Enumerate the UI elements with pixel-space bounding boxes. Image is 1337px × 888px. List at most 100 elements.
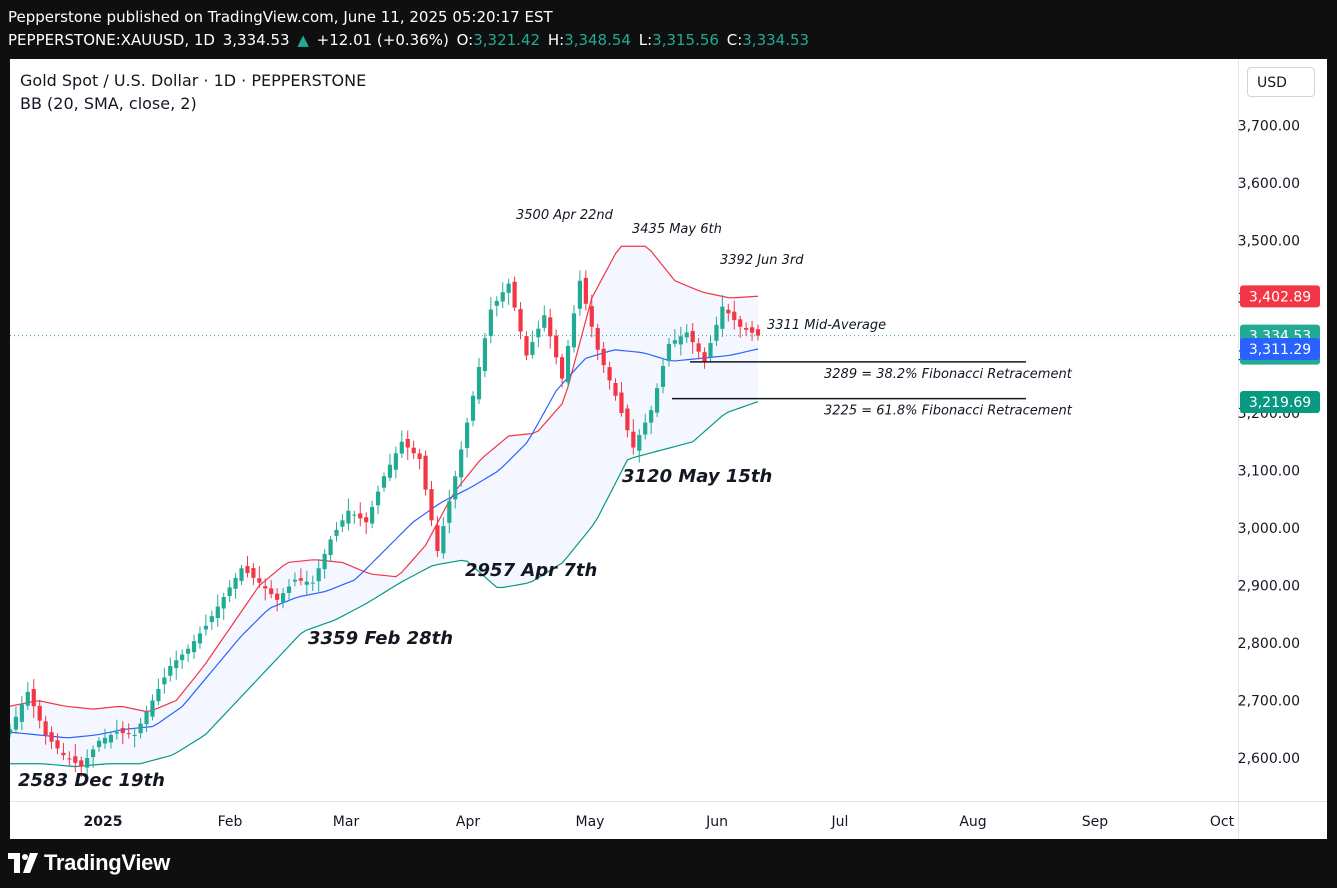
candle[interactable] xyxy=(512,276,517,312)
candle[interactable] xyxy=(435,516,440,557)
chart-annotation[interactable]: 3500 Apr 22nd xyxy=(516,208,614,223)
candle[interactable] xyxy=(613,378,618,401)
candle[interactable] xyxy=(25,681,30,711)
candle[interactable] xyxy=(370,500,375,529)
chart-area[interactable]: 2,600.00 2,700.00 2,800.00 2,900.00 3,000.00… xyxy=(10,59,1327,839)
candle[interactable] xyxy=(55,733,60,755)
candle[interactable] xyxy=(257,566,262,588)
candle[interactable] xyxy=(79,756,84,778)
candle[interactable] xyxy=(251,563,256,586)
candle[interactable] xyxy=(643,413,648,440)
candle[interactable] xyxy=(482,332,488,378)
chart-annotation[interactable]: 3435 May 6th xyxy=(632,222,722,237)
candle[interactable] xyxy=(358,502,363,527)
candle[interactable] xyxy=(749,320,755,341)
candle[interactable] xyxy=(174,650,179,680)
candle[interactable] xyxy=(678,326,683,356)
candle[interactable] xyxy=(340,513,345,533)
candle[interactable] xyxy=(607,361,612,390)
candle[interactable] xyxy=(13,706,19,734)
candle[interactable] xyxy=(399,430,404,458)
candle[interactable] xyxy=(542,305,547,332)
chart-annotation[interactable]: 3311 Mid-Average xyxy=(767,318,886,333)
candle[interactable] xyxy=(221,592,226,620)
candle[interactable] xyxy=(506,278,511,305)
candle[interactable] xyxy=(577,270,583,316)
candle[interactable] xyxy=(197,626,203,649)
candle[interactable] xyxy=(292,572,298,587)
candle[interactable] xyxy=(346,498,351,531)
candle[interactable] xyxy=(387,453,393,482)
candle[interactable] xyxy=(571,304,577,353)
candle[interactable] xyxy=(304,570,309,596)
candle[interactable] xyxy=(381,472,387,492)
candle[interactable] xyxy=(536,320,541,348)
plot-area[interactable] xyxy=(10,59,1238,801)
candle[interactable] xyxy=(328,535,333,562)
candle[interactable] xyxy=(180,649,185,669)
currency-button[interactable]: USD xyxy=(1247,67,1315,97)
candle[interactable] xyxy=(67,751,72,766)
candle[interactable] xyxy=(714,316,719,346)
candle[interactable] xyxy=(524,331,529,361)
candle[interactable] xyxy=(227,580,232,603)
price-tag[interactable]: 3,402.89 xyxy=(1240,285,1320,308)
candle[interactable] xyxy=(654,383,660,418)
candle[interactable] xyxy=(245,555,250,578)
candle[interactable] xyxy=(423,450,428,496)
candle[interactable] xyxy=(43,715,48,745)
candle[interactable] xyxy=(494,296,499,317)
candle[interactable] xyxy=(518,302,523,340)
candle[interactable] xyxy=(334,522,339,542)
tradingview-logo[interactable]: TradingView xyxy=(8,850,170,876)
candle[interactable] xyxy=(470,391,476,427)
chart-annotation[interactable]: 2583 Dec 19th xyxy=(18,770,165,791)
candle[interactable] xyxy=(589,294,594,338)
candle[interactable] xyxy=(203,614,209,636)
candle[interactable] xyxy=(150,694,155,721)
candle[interactable] xyxy=(649,405,654,435)
candle[interactable] xyxy=(144,705,149,733)
candle[interactable] xyxy=(660,357,666,394)
candle[interactable] xyxy=(138,718,143,739)
candle[interactable] xyxy=(156,678,161,706)
price-chart[interactable]: 2,600.00 2,700.00 2,800.00 2,900.00 3,000.00… xyxy=(10,59,1327,839)
candle[interactable] xyxy=(465,417,470,458)
candle[interactable] xyxy=(583,270,588,311)
candle[interactable] xyxy=(548,308,553,349)
candle[interactable] xyxy=(684,324,689,343)
candle[interactable] xyxy=(554,329,559,365)
candle[interactable] xyxy=(500,282,505,309)
candle[interactable] xyxy=(96,737,102,752)
indicator-legend[interactable]: BB (20, SMA, close, 2) xyxy=(20,94,197,113)
chart-annotation[interactable]: 3120 May 15th xyxy=(622,466,772,487)
chart-annotation[interactable]: 2957 Apr 7th xyxy=(465,560,597,581)
candle[interactable] xyxy=(559,353,565,388)
candle[interactable] xyxy=(168,657,173,682)
candle[interactable] xyxy=(126,723,131,739)
candle[interactable] xyxy=(10,724,13,738)
candle[interactable] xyxy=(459,441,464,487)
candle[interactable] xyxy=(666,337,672,367)
candle[interactable] xyxy=(601,341,606,373)
candle[interactable] xyxy=(631,419,636,455)
chart-annotation[interactable]: 3392 Jun 3rd xyxy=(720,253,804,268)
candle[interactable] xyxy=(744,322,749,337)
candle[interactable] xyxy=(263,578,268,601)
candle[interactable] xyxy=(209,610,214,630)
candle[interactable] xyxy=(364,512,369,535)
candle[interactable] xyxy=(185,644,191,662)
candle[interactable] xyxy=(690,323,695,354)
candle[interactable] xyxy=(233,573,238,599)
bollinger-lower-line[interactable] xyxy=(10,401,759,768)
candle[interactable] xyxy=(269,580,274,599)
candle[interactable] xyxy=(565,339,571,388)
candle[interactable] xyxy=(405,430,410,460)
price-tag[interactable]: 3,219.69 xyxy=(1240,391,1320,413)
candle[interactable] xyxy=(37,699,42,729)
candle[interactable] xyxy=(162,667,167,694)
candle[interactable] xyxy=(453,470,458,509)
candle[interactable] xyxy=(702,347,707,369)
chart-legend-title[interactable]: Gold Spot / U.S. Dollar · 1D · PEPPERSTO… xyxy=(20,71,367,90)
candle[interactable] xyxy=(19,695,24,731)
